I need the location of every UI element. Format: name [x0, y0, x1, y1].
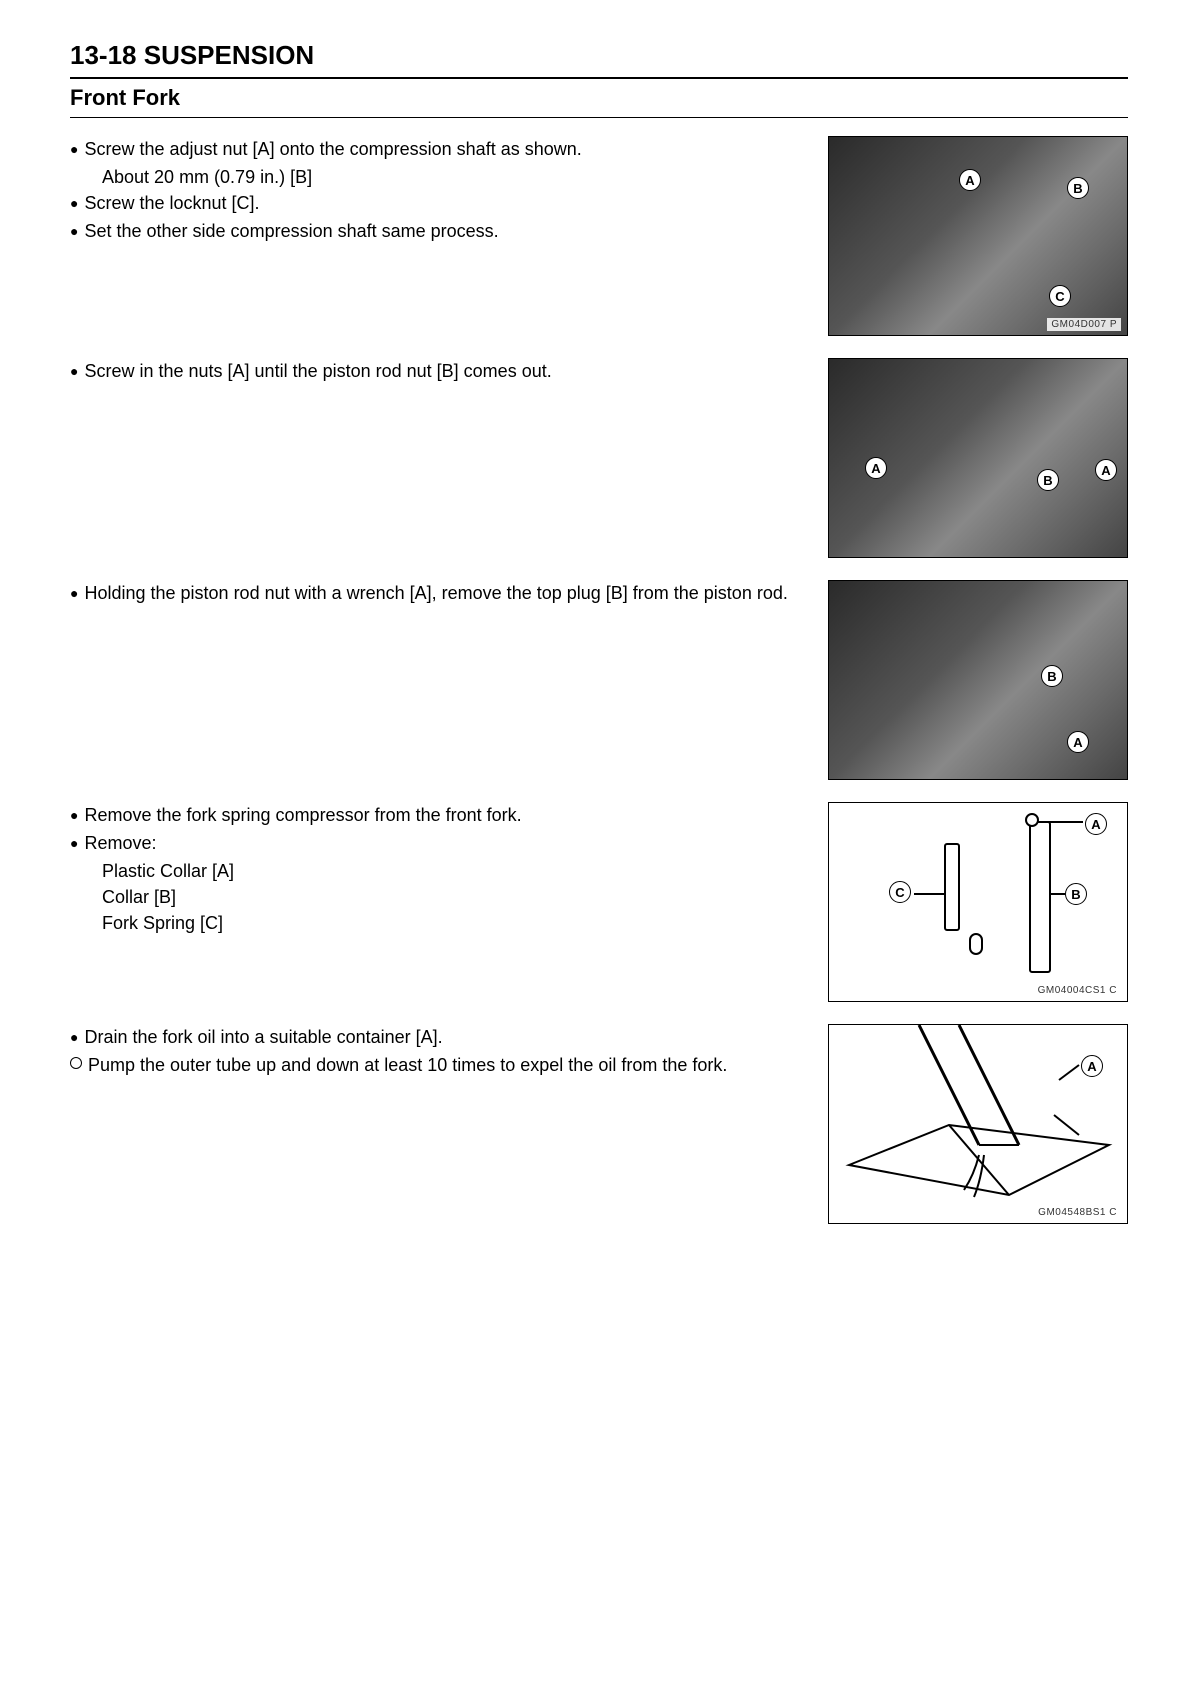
figure-label: A [1085, 813, 1107, 835]
page-title: 13-18 SUSPENSION [70, 40, 1128, 79]
bullet-text: Remove the fork spring compressor from t… [84, 802, 808, 828]
bullet-text: Holding the piston rod nut with a wrench… [84, 580, 808, 606]
figure-label: A [865, 457, 887, 479]
figure-1: A B A [828, 358, 1128, 558]
lineart-shape [1051, 893, 1065, 895]
bullet-icon: ● [70, 142, 78, 156]
figure-label: A [1067, 731, 1089, 753]
figure-label: C [889, 881, 911, 903]
lineart-shape [944, 843, 960, 931]
figure-label: A [959, 169, 981, 191]
section-2: ● Holding the piston rod nut with a wrenc… [70, 580, 1128, 780]
bullet-text: Pump the outer tube up and down at least… [88, 1052, 808, 1078]
section-1: ● Screw in the nuts [A] until the piston … [70, 358, 1128, 558]
figure-code: GM04548BS1 C [1034, 1206, 1121, 1219]
bullet-icon: ● [70, 224, 78, 238]
bullet-text: Screw the adjust nut [A] onto the compre… [84, 136, 808, 162]
lineart-svg [829, 1025, 1128, 1224]
bullet-icon: ● [70, 196, 78, 210]
section-3: ● Remove the fork spring compressor from … [70, 802, 1128, 1002]
bullet-text: Screw in the nuts [A] until the piston r… [84, 358, 808, 384]
circle-bullet-icon [70, 1057, 82, 1069]
figure-label: C [1049, 285, 1071, 307]
figure-3: A C B GM04004CS1 C [828, 802, 1128, 1002]
figure-label: B [1037, 469, 1059, 491]
lineart-shape [969, 933, 983, 955]
section-3-text: ● Remove the fork spring compressor from … [70, 802, 808, 936]
section-2-text: ● Holding the piston rod nut with a wrenc… [70, 580, 808, 608]
figure-2: B A [828, 580, 1128, 780]
lineart-shape [1025, 813, 1039, 827]
bullet-text: Drain the fork oil into a suitable conta… [84, 1024, 808, 1050]
bullet-icon: ● [70, 364, 78, 378]
bullet-text: Remove: [84, 830, 808, 856]
section-0-text: ● Screw the adjust nut [A] onto the compr… [70, 136, 808, 246]
figure-label: A [1081, 1055, 1103, 1077]
bullet-text: Set the other side compression shaft sam… [84, 218, 808, 244]
bullet-icon: ● [70, 836, 78, 850]
figure-label: B [1065, 883, 1087, 905]
figure-code: GM04004CS1 C [1034, 984, 1121, 997]
section-4-text: ● Drain the fork oil into a suitable cont… [70, 1024, 808, 1080]
figure-label: B [1041, 665, 1063, 687]
bullet-icon: ● [70, 586, 78, 600]
lineart-shape [1029, 821, 1051, 973]
figure-4: A GM04548BS1 C [828, 1024, 1128, 1224]
figure-label: B [1067, 177, 1089, 199]
bullet-icon: ● [70, 808, 78, 822]
figure-0: A B C GM04D007 P [828, 136, 1128, 336]
indent-text: Fork Spring [C] [102, 910, 808, 936]
section-1-text: ● Screw in the nuts [A] until the piston … [70, 358, 808, 386]
lineart-shape [1041, 821, 1083, 823]
section-0: ● Screw the adjust nut [A] onto the compr… [70, 136, 1128, 336]
section-4: ● Drain the fork oil into a suitable cont… [70, 1024, 1128, 1224]
indent-text: Collar [B] [102, 884, 808, 910]
indent-text: Plastic Collar [A] [102, 858, 808, 884]
figure-code: GM04D007 P [1047, 318, 1121, 331]
indent-text: About 20 mm (0.79 in.) [B] [102, 164, 808, 190]
figure-label: A [1095, 459, 1117, 481]
lineart-shape [914, 893, 944, 895]
page-subtitle: Front Fork [70, 79, 1128, 118]
bullet-text: Screw the locknut [C]. [84, 190, 808, 216]
bullet-icon: ● [70, 1030, 78, 1044]
